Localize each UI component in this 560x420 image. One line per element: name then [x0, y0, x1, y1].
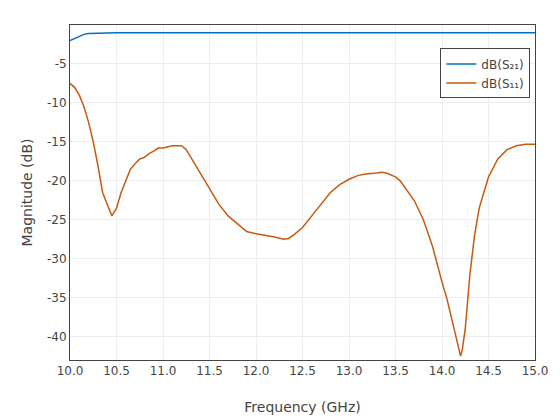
svg-text:Magnitude (dB): Magnitude (dB) [19, 138, 35, 246]
svg-text:14.5: 14.5 [475, 364, 502, 378]
svg-text:-25: -25 [47, 213, 67, 227]
svg-text:-5: -5 [55, 57, 67, 71]
svg-text:12.5: 12.5 [289, 364, 316, 378]
svg-text:-10: -10 [47, 96, 67, 110]
svg-text:11.0: 11.0 [150, 364, 177, 378]
svg-text:10.0: 10.0 [57, 364, 84, 378]
svg-text:-30: -30 [47, 252, 67, 266]
svg-text:11.5: 11.5 [196, 364, 223, 378]
svg-text:13.5: 13.5 [382, 364, 409, 378]
svg-text:13.0: 13.0 [336, 364, 363, 378]
svg-text:-40: -40 [47, 330, 67, 344]
svg-text:14.0: 14.0 [429, 364, 456, 378]
svg-text:12.0: 12.0 [243, 364, 270, 378]
svg-text:10.5: 10.5 [103, 364, 130, 378]
svg-text:-20: -20 [47, 174, 67, 188]
svg-text:dB(S₂₁): dB(S₂₁) [481, 58, 523, 72]
svg-text:15.0: 15.0 [522, 364, 549, 378]
svg-text:dB(S₁₁): dB(S₁₁) [481, 77, 523, 91]
svg-text:-35: -35 [47, 291, 67, 305]
svg-text:-15: -15 [47, 135, 67, 149]
svg-text:Frequency (GHz): Frequency (GHz) [244, 399, 360, 415]
